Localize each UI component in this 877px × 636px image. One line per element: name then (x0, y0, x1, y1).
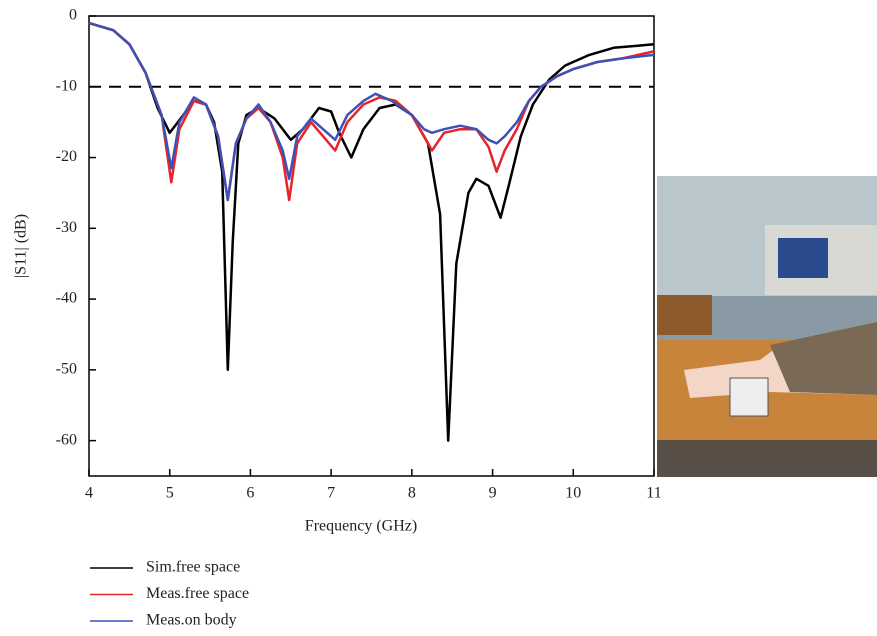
y-tick-label: -50 (56, 361, 77, 378)
y-tick-label: 0 (69, 7, 77, 24)
x-tick-label: 8 (408, 485, 416, 502)
series-line (88, 21, 655, 442)
photo-sleeve (770, 322, 877, 395)
y-tick-label: -40 (56, 290, 77, 307)
x-tick-label: 7 (327, 485, 335, 502)
y-tick-label: -30 (56, 219, 77, 236)
photo-screen (778, 238, 828, 278)
x-tick-label: 11 (646, 485, 661, 502)
x-tick-label: 10 (565, 485, 581, 502)
series-line (88, 21, 655, 202)
y-axis-label: |S11| (dB) (13, 214, 30, 278)
legend-label: Meas.free space (146, 585, 249, 602)
photo-antenna (729, 377, 769, 417)
photo-floor (657, 440, 877, 477)
legend-label: Sim.free space (146, 559, 240, 576)
x-tick-label: 9 (489, 485, 497, 502)
series-line (88, 21, 655, 202)
photo-box (657, 295, 712, 335)
y-tick-label: -10 (56, 77, 77, 94)
x-tick-label: 4 (85, 485, 93, 502)
y-tick-label: -60 (56, 431, 77, 448)
plot-frame (88, 15, 655, 477)
y-tick-label: -20 (56, 148, 77, 165)
x-tick-label: 5 (166, 485, 174, 502)
x-axis-label: Frequency (GHz) (305, 518, 417, 535)
x-tick-label: 6 (246, 485, 254, 502)
photo (657, 176, 877, 477)
legend-label: Meas.on body (146, 612, 237, 629)
